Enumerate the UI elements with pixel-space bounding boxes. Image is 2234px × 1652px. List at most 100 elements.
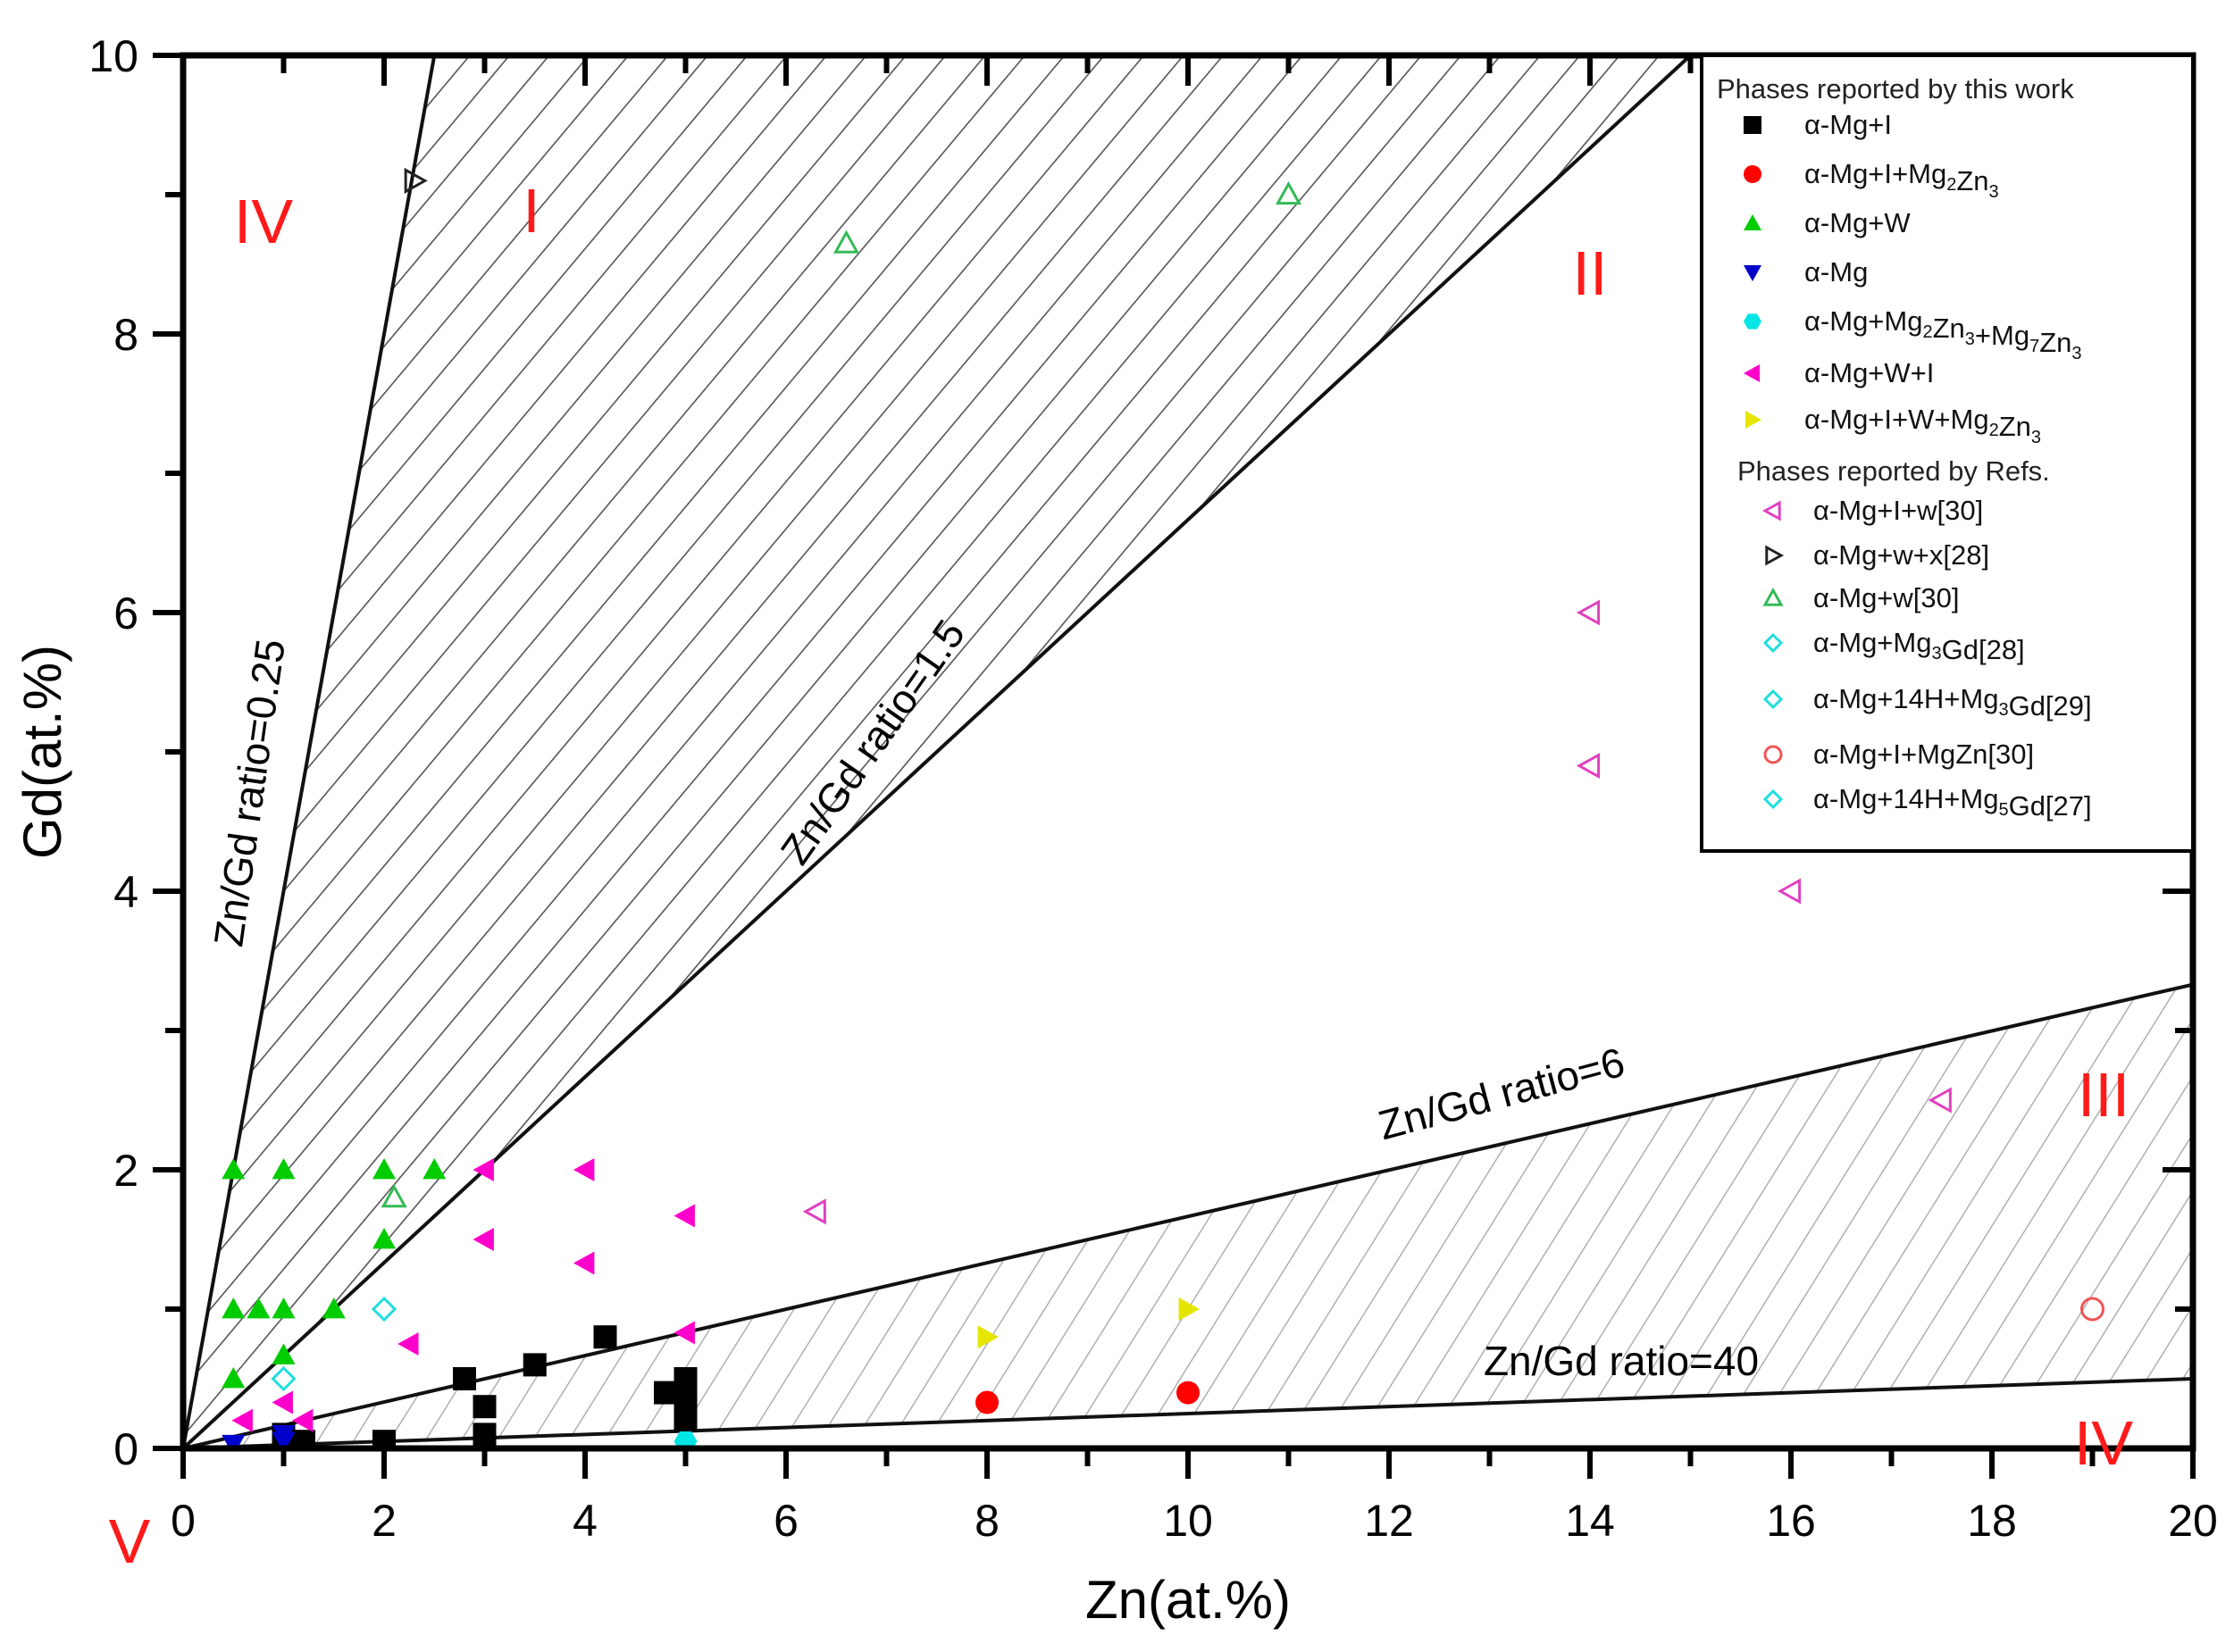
legend-marker-icon	[1765, 545, 1785, 566]
legend-item-label: α-Mg+W+I	[1804, 357, 1934, 388]
data-point	[1176, 1381, 1200, 1405]
legend-marker-icon	[1744, 165, 1761, 183]
data-point	[272, 1431, 296, 1448]
x-tick-label: 20	[2168, 1496, 2218, 1546]
data-point	[573, 1158, 595, 1181]
data-point	[292, 1430, 315, 1448]
data-point	[381, 1184, 407, 1208]
data-point	[473, 1228, 494, 1251]
data-point	[272, 1343, 296, 1364]
legend-marker-icon	[1744, 116, 1761, 134]
legend-item-label: α-Mg+I+w[30]	[1813, 495, 1983, 526]
legend-item-label: α-Mg+14H+Mg5Gd[27]	[1813, 783, 2092, 822]
ratio-label-40: Zn/Gd ratio=40	[1484, 1338, 1759, 1384]
data-point	[371, 1296, 397, 1322]
data-point	[1576, 753, 1601, 780]
data-point	[1275, 180, 1302, 205]
data-point	[372, 1158, 396, 1180]
x-tick-label: 16	[1766, 1496, 1816, 1546]
data-point	[975, 1390, 999, 1414]
data-point	[247, 1297, 271, 1319]
y-tick-label: 10	[88, 31, 138, 81]
data-point	[674, 1408, 698, 1432]
ratio-line	[183, 1377, 2193, 1448]
y-axis-title: Gd(at.%)	[13, 645, 72, 859]
data-point	[674, 1204, 695, 1228]
data-point	[833, 229, 860, 254]
region-label-ii: II	[1573, 238, 1608, 308]
region-label-v: V	[109, 1506, 151, 1576]
data-point	[222, 1158, 246, 1180]
data-point	[397, 1332, 419, 1356]
x-axis-title: Zn(at.%)	[1085, 1570, 1291, 1630]
legend-marker-icon	[1745, 411, 1761, 429]
x-tick-label: 10	[1163, 1496, 1213, 1546]
y-tick-label: 8	[113, 310, 138, 360]
legend-marker-icon	[1763, 745, 1783, 764]
legend: Phases reported by this work α-Mg+Iα-Mg+…	[1700, 54, 2195, 853]
data-point	[423, 1158, 447, 1180]
y-tick-label: 0	[113, 1424, 138, 1474]
data-point	[272, 1158, 296, 1180]
data-point	[2080, 1297, 2104, 1322]
data-point	[231, 1408, 253, 1432]
legend-items-this-work: α-Mg+I α-Mg+I+Mg2Zn3 α-Mg+W α-Mg α-Mg+Mg2Zn3…	[1744, 109, 2082, 447]
legend-item-label: α-Mg+w[30]	[1813, 582, 1960, 613]
data-point	[593, 1325, 617, 1349]
legend-marker-icon	[1744, 214, 1761, 230]
x-tick-label: 4	[573, 1496, 598, 1546]
legend-marker-icon	[1762, 688, 1784, 710]
ratio-line	[183, 982, 2193, 1448]
y-tick-label: 4	[113, 867, 138, 917]
legend-marker-icon	[1761, 500, 1781, 521]
legend-title-refs: Phases reported by Refs.	[1737, 455, 2050, 487]
x-tick-label: 2	[372, 1496, 397, 1546]
data-point	[674, 1321, 695, 1345]
data-point	[674, 1431, 698, 1448]
data-point	[802, 1198, 826, 1225]
data-point	[272, 1390, 293, 1414]
legend-marker-icon	[1744, 313, 1761, 330]
legend-title-this-work: Phases reported by this work	[1717, 73, 2074, 104]
data-point	[453, 1367, 476, 1390]
ratio-line	[183, 55, 437, 1448]
axis-tick-labels: 0 2 4 6 8 10 12 14 16 18 20 0 2 4 6 8 10	[88, 31, 2217, 1546]
x-tick-label: 18	[1967, 1496, 2017, 1546]
data-point	[1777, 878, 1802, 905]
data-point	[322, 1297, 346, 1319]
x-tick-label: 0	[171, 1496, 196, 1546]
legend-item-label: α-Mg+14H+Mg3Gd[29]	[1813, 683, 2092, 722]
data-point	[372, 1430, 396, 1448]
legend-item-label: α-Mg+Mg2Zn3+Mg7Zn3	[1804, 305, 2082, 363]
data-point	[977, 1325, 999, 1349]
region-label-i: I	[523, 176, 540, 246]
data-point	[222, 1434, 246, 1448]
ratio-lines	[183, 55, 2193, 1448]
y-tick-label: 6	[113, 588, 138, 638]
data-point	[654, 1381, 677, 1405]
region-label-iv-top: IV	[234, 187, 293, 256]
x-tick-label: 8	[975, 1496, 1000, 1546]
data-point	[1178, 1297, 1200, 1321]
data-point	[473, 1423, 497, 1447]
data-point	[523, 1353, 547, 1377]
legend-item-label: α-Mg+I+W+Mg2Zn3	[1804, 404, 2041, 447]
data-point	[473, 1158, 494, 1181]
data-point	[272, 1297, 296, 1319]
legend-marker-icon	[1744, 364, 1760, 382]
legend-marker-icon	[1744, 265, 1761, 281]
region-label-iii: III	[2078, 1060, 2129, 1130]
legend-item-label: α-Mg	[1804, 256, 1868, 288]
data-point	[222, 1297, 246, 1319]
data-points	[222, 167, 2104, 1448]
data-point	[222, 1367, 246, 1389]
legend-item-label: α-Mg+I+Mg2Zn3	[1804, 158, 1999, 202]
y-tick-label: 2	[113, 1146, 138, 1196]
data-point	[271, 1365, 297, 1392]
data-point	[674, 1388, 698, 1412]
legend-item-label: α-Mg+I+MgZn[30]	[1813, 738, 2034, 770]
data-point	[1576, 599, 1601, 626]
legend-marker-icon	[1762, 632, 1784, 654]
data-point	[473, 1395, 497, 1419]
